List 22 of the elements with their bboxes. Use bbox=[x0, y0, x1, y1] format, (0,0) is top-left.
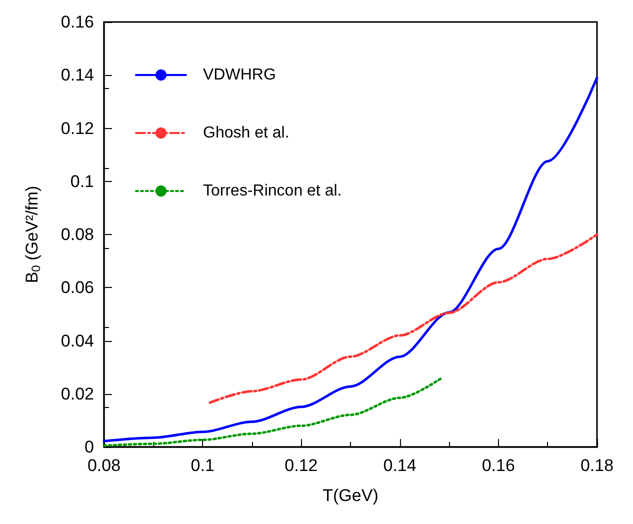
legend-label: Torres-Rincon et al. bbox=[203, 182, 342, 200]
y-tick-label: 0.06 bbox=[60, 278, 94, 298]
x-tick-label: 0.1 bbox=[190, 456, 214, 475]
y-tick-label: 0.14 bbox=[60, 66, 94, 85]
line-series bbox=[208, 233, 598, 404]
y-tick-label: 0.02 bbox=[60, 384, 94, 404]
x-tick-label: 0.12 bbox=[284, 456, 318, 475]
y-tick-label: 0.16 bbox=[60, 12, 94, 32]
line-series bbox=[102, 376, 443, 447]
y-tick-label: 0.1 bbox=[70, 172, 94, 191]
y-tick-label: 0.12 bbox=[60, 118, 94, 138]
x-tick-label: 0.08 bbox=[87, 456, 121, 475]
x-axis-title: T(GeV) bbox=[322, 486, 378, 505]
x-tick-label: 0.18 bbox=[580, 456, 614, 475]
y-tick-label: 0.08 bbox=[60, 225, 94, 244]
y-tick-label: 0.04 bbox=[60, 331, 94, 350]
y-tick-label: 0 bbox=[84, 438, 94, 456]
y-axis-title: B0 (GeV²/fm) bbox=[22, 186, 43, 284]
x-tick-label: 0.16 bbox=[482, 456, 515, 475]
legend-label: Ghosh et al. bbox=[203, 124, 290, 142]
legend-label: VDWHRG bbox=[203, 66, 276, 84]
x-tick-label: 0.14 bbox=[383, 456, 416, 475]
